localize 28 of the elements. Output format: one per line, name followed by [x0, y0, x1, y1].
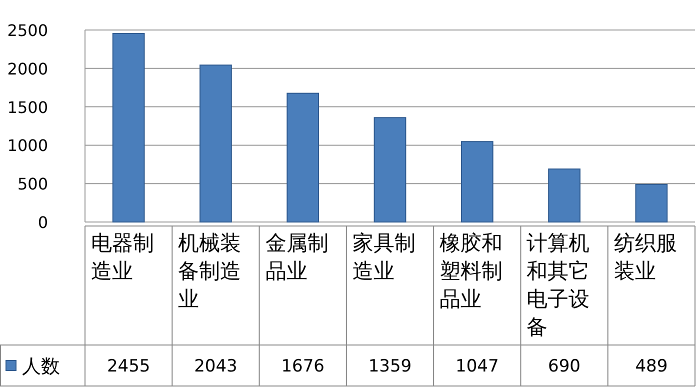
x-tick-label: 家具制造业: [352, 231, 416, 283]
x-tick-label: 纺织服装业: [614, 231, 677, 283]
y-tick-label: 500: [17, 174, 48, 194]
y-tick-label: 2500: [7, 21, 48, 40]
bar: [200, 64, 232, 222]
data-label: 2455: [106, 356, 150, 376]
data-label: 690: [548, 356, 581, 376]
x-tick-label: 电器制造业: [91, 231, 154, 283]
y-tick-label: 2000: [7, 59, 48, 78]
x-tick-label: 机械装备制造业: [178, 231, 242, 311]
data-label: 1676: [281, 356, 324, 376]
bar: [286, 92, 320, 222]
bar: [635, 184, 668, 222]
y-tick-label: 1500: [7, 98, 48, 117]
y-tick-label: 1000: [7, 136, 48, 156]
data-label: 2043: [194, 356, 238, 376]
bar: [460, 141, 494, 222]
bar: [548, 168, 580, 222]
bar: [374, 117, 406, 222]
data-label: 1359: [368, 356, 412, 376]
y-tick-label: 0: [38, 213, 48, 232]
x-tick-label: 橡胶和塑料制品业: [440, 231, 503, 311]
x-tick-label: 计算机和其它电子设备: [526, 231, 590, 339]
legend-label: 人数: [22, 356, 60, 378]
data-label: 1047: [456, 356, 499, 376]
x-tick-label: 金属制品业: [265, 231, 328, 283]
data-label: 489: [635, 356, 668, 376]
bar: [112, 32, 145, 222]
